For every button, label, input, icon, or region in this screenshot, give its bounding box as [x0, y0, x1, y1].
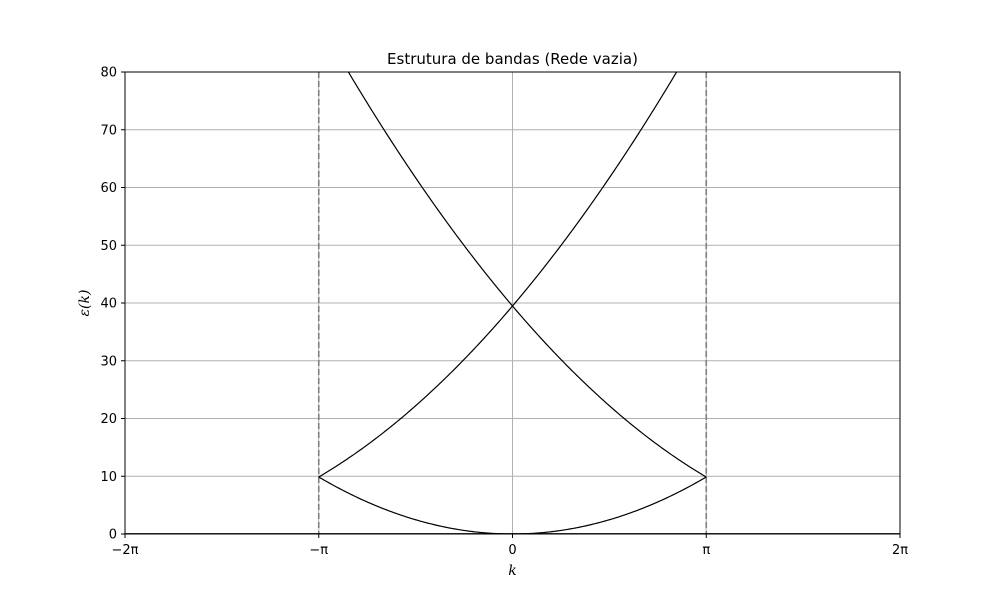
y-tick-label: 10 [100, 470, 117, 485]
y-tick-label: 60 [100, 181, 117, 196]
y-tick-label: 30 [100, 354, 117, 369]
zone-boundaries [317, 72, 708, 534]
x-tick-label: π [702, 543, 710, 558]
band-curve-3 [347, 72, 707, 478]
band-curve-1 [318, 476, 707, 534]
y-tick-label: 0 [109, 528, 117, 543]
y-tick-label: 70 [100, 123, 117, 138]
y-tick-label: 40 [100, 297, 117, 312]
y-tick-label: 50 [100, 239, 117, 254]
y-tick-label: 80 [100, 66, 117, 81]
x-ticks: −2π −π 0 π 2π [112, 534, 908, 558]
x-tick-label: −π [309, 543, 328, 558]
x-tick-label: −2π [112, 543, 139, 558]
y-tick-label: 20 [100, 412, 117, 427]
x-tick-label: 0 [508, 543, 516, 558]
y-axis-label: ε(k) [77, 290, 93, 317]
bands [125, 72, 900, 534]
x-axis-label: k [508, 563, 516, 579]
x-tick-label: 2π [892, 543, 908, 558]
chart-title: Estrutura de bandas (Rede vazia) [387, 50, 638, 68]
y-ticks: 0 10 20 30 40 50 60 70 80 [100, 66, 125, 543]
